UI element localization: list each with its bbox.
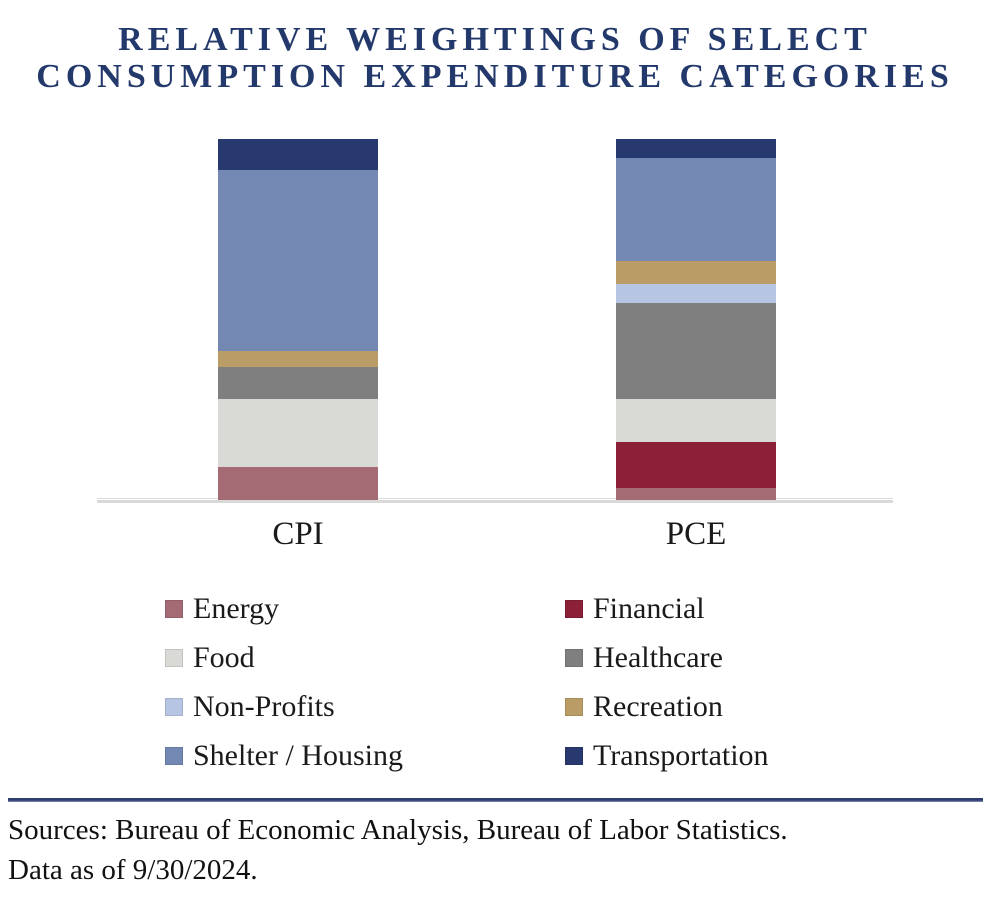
legend-swatch-financial [565, 599, 583, 618]
cpi-segment-shelter-housing [218, 170, 378, 351]
pce-segment-shelter-housing [616, 157, 776, 261]
legend-item-energy: Energy [165, 592, 565, 626]
legend-swatch-transportation [565, 746, 583, 765]
pce-segment-energy [616, 488, 776, 500]
stacked-bar-cpi [218, 139, 378, 500]
legend-label-transportation: Transportation [593, 738, 769, 772]
legend-label-shelter-housing: Shelter / Housing [193, 738, 403, 772]
source-line: Sources: Bureau of Economic Analysis, Bu… [8, 814, 788, 846]
legend-swatch-food [165, 648, 183, 667]
pce-segment-food [616, 399, 776, 442]
pce-segment-transportation [616, 139, 776, 158]
stacked-bar-pce [616, 139, 776, 500]
legend: Energy Financial Food Healthcare Non-Pro… [165, 584, 965, 780]
legend-item-food: Food [165, 641, 565, 675]
legend-swatch-recreation [565, 697, 583, 716]
cpi-segment-energy [218, 466, 378, 500]
legend-item-financial: Financial [565, 592, 965, 626]
data-as-of-line: Data as of 9/30/2024. [8, 854, 258, 887]
legend-item-non-profits: Non-Profits [165, 690, 565, 724]
chart-title: RELATIVE WEIGHTINGS OF SELECT CONSUMPTIO… [0, 21, 990, 95]
category-label-cpi: CPI [272, 516, 324, 552]
legend-label-recreation: Recreation [593, 689, 723, 723]
category-label-pce: PCE [665, 516, 727, 552]
legend-label-food: Food [193, 640, 255, 674]
legend-label-financial: Financial [593, 591, 705, 625]
legend-item-shelter-housing: Shelter / Housing [165, 739, 565, 773]
legend-label-energy: Energy [193, 591, 280, 625]
footer-divider-rule [8, 798, 983, 802]
pce-segment-non-profits [616, 283, 776, 304]
legend-item-recreation: Recreation [565, 690, 965, 724]
legend-item-transportation: Transportation [565, 739, 965, 773]
cpi-segment-food [218, 399, 378, 467]
x-axis-baseline [97, 498, 893, 503]
chart-title-line-1: RELATIVE WEIGHTINGS OF SELECT [118, 21, 872, 58]
cpi-segment-healthcare [218, 367, 378, 400]
legend-label-healthcare: Healthcare [593, 640, 723, 674]
cpi-segment-recreation [218, 350, 378, 368]
legend-item-healthcare: Healthcare [565, 641, 965, 675]
legend-swatch-shelter-housing [165, 746, 183, 765]
pce-segment-healthcare [616, 303, 776, 400]
legend-swatch-non-profits [165, 697, 183, 716]
legend-swatch-healthcare [565, 648, 583, 667]
legend-label-non-profits: Non-Profits [193, 689, 335, 723]
pce-segment-recreation [616, 260, 776, 284]
pce-segment-financial [616, 441, 776, 489]
source-note: Sources: Bureau of Economic Analysis, Bu… [8, 810, 970, 890]
legend-swatch-energy [165, 599, 183, 618]
cpi-segment-transportation [218, 139, 378, 171]
chart-title-line-2: CONSUMPTION EXPENDITURE CATEGORIES [36, 57, 954, 95]
